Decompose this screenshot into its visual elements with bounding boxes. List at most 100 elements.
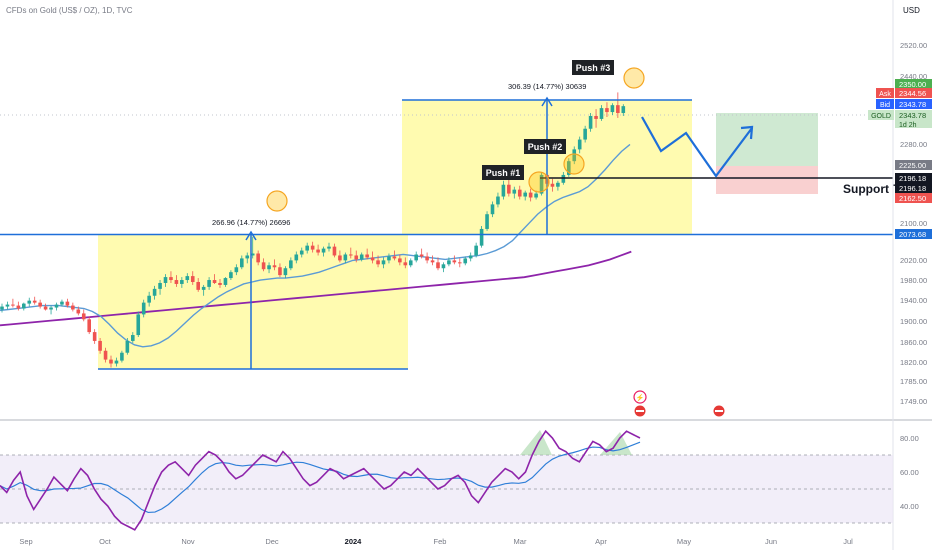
time-axis-label: Sep [19, 537, 32, 546]
candle [512, 186, 517, 199]
candle [316, 244, 320, 256]
candle [250, 236, 255, 259]
candle-body [452, 260, 457, 263]
candle-body [621, 106, 626, 114]
time-axis-label: Feb [434, 537, 447, 546]
rsi-line [0, 429, 641, 531]
candle [43, 303, 48, 311]
candle-body [32, 300, 37, 303]
candle [490, 201, 495, 218]
candle-body [398, 258, 402, 263]
candle-body [463, 258, 468, 264]
candle [430, 255, 435, 266]
candle [556, 180, 560, 191]
price-tick-label: 1749.00 [900, 397, 927, 406]
candle [240, 255, 244, 270]
candle-body [376, 260, 380, 265]
price-tag-bg [895, 110, 932, 128]
price-tag-label-bg [876, 99, 894, 109]
price-tag-value: 2343.78 [899, 111, 926, 120]
candle-body [392, 256, 397, 259]
price-tick-label: 2440.00 [900, 72, 927, 81]
candle-body [5, 304, 10, 307]
candle-body [190, 276, 195, 282]
candle [398, 254, 402, 266]
candle-body [534, 193, 538, 198]
candle [152, 285, 157, 300]
candle [229, 270, 233, 281]
candle [92, 329, 97, 344]
price-tag-bg [895, 193, 932, 203]
candle-body [65, 301, 70, 306]
highlight-circle-3 [563, 153, 585, 175]
currency-label: USD [903, 6, 920, 15]
candle-body [468, 255, 473, 259]
candle-body [109, 359, 113, 364]
price-tick-label: 2020.00 [900, 256, 927, 265]
candle-body [567, 161, 571, 175]
stop-zone [716, 166, 818, 194]
candle [452, 255, 457, 265]
candle [359, 252, 364, 262]
candle-body [479, 228, 484, 246]
candle-body [256, 253, 260, 263]
candle-body [523, 192, 527, 197]
time-axis-label: Dec [265, 537, 279, 546]
price-tick-label: 1820.00 [900, 358, 927, 367]
candle-body [272, 265, 277, 268]
candle [419, 248, 424, 259]
candle-body [490, 204, 495, 215]
candle [392, 250, 397, 261]
candle [147, 291, 151, 307]
highlight-circle-1 [266, 190, 288, 212]
rsi-tick-label: 60.00 [900, 468, 919, 477]
price-tag-bg [895, 173, 932, 183]
candle-body [38, 302, 42, 307]
candle-body [316, 249, 320, 253]
candle-body [305, 245, 309, 251]
candle-body [332, 246, 337, 256]
price-tick-label: 1860.00 [900, 338, 927, 347]
candle-body [250, 253, 255, 256]
candle-body [599, 108, 604, 119]
candle [22, 302, 26, 311]
candle [436, 257, 440, 271]
price-tag-label: Ask [879, 91, 891, 98]
candle-body [174, 280, 179, 284]
price-tag-label-bg [876, 88, 894, 98]
candle-body [610, 105, 615, 113]
candle [0, 303, 4, 313]
candle-body [98, 340, 102, 351]
price-tick-label: 2280.00 [900, 140, 927, 149]
candle-body [0, 306, 4, 310]
price-tag-value: 2073.68 [899, 230, 926, 239]
candle-body [550, 183, 555, 187]
price-tag-value: 2196.18 [899, 174, 926, 183]
candle-body [425, 256, 429, 261]
us-flag-stripe [715, 410, 723, 412]
candle [507, 178, 511, 197]
candle [327, 242, 331, 252]
candle [245, 252, 250, 264]
candle [381, 257, 386, 269]
candle-body [605, 108, 609, 113]
candle [365, 248, 369, 260]
candle [261, 258, 266, 272]
candle [267, 262, 271, 274]
candle [501, 180, 506, 200]
candle-body [507, 184, 511, 194]
candle-body [212, 280, 217, 283]
candle-body [234, 267, 239, 273]
candle-body [229, 272, 233, 279]
candle [196, 278, 200, 292]
target-zone [716, 113, 818, 166]
candle [212, 274, 217, 284]
candle [523, 190, 527, 201]
candle [588, 113, 593, 132]
candle [403, 257, 408, 269]
candle [272, 259, 277, 271]
time-axis-label: Nov [181, 537, 195, 546]
candle-body [561, 174, 566, 183]
ma-fast-line [0, 143, 631, 348]
